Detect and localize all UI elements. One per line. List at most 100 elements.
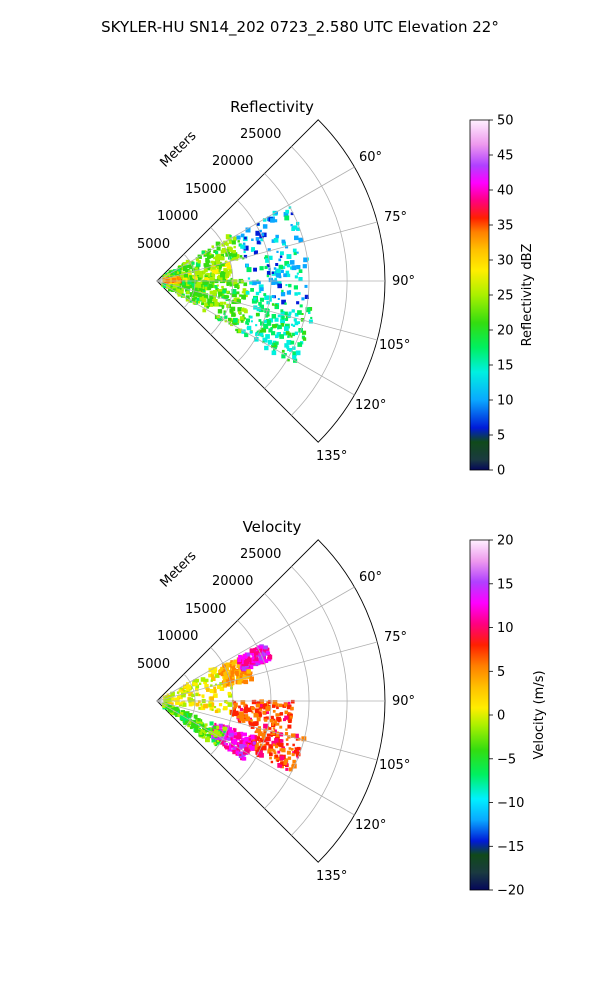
radar-cell: [197, 300, 201, 304]
radial-axis-label: Meters: [158, 548, 200, 590]
radar-cell: [281, 239, 286, 244]
radar-cell: [279, 755, 285, 761]
radar-cell: [284, 710, 289, 715]
colorbar-label: Velocity (m/s): [532, 670, 547, 759]
radar-cell: [179, 287, 184, 292]
radar-cell: [243, 703, 247, 708]
radar-cell: [227, 737, 231, 741]
radar-cell: [266, 264, 270, 268]
radar-cell: [215, 254, 219, 258]
radar-cell: [215, 735, 221, 741]
radar-cell: [270, 715, 274, 719]
radar-cell: [234, 713, 238, 717]
radar-cell: [265, 319, 270, 323]
radar-cell: [283, 212, 289, 217]
radar-cell: [235, 328, 238, 332]
radar-cell: [303, 257, 308, 263]
radar-cell: [268, 744, 274, 749]
radar-cell: [194, 267, 198, 271]
radar-cell: [217, 684, 222, 690]
radar-cell: [283, 353, 287, 356]
radar-cell: [280, 292, 286, 297]
radar-cell: [232, 252, 238, 258]
radar-cell: [225, 666, 229, 670]
radar-cell: [228, 240, 232, 244]
radar-cell: [234, 732, 238, 736]
radar-cell: [171, 270, 174, 273]
radar-cell: [244, 714, 249, 718]
radar-cell: [213, 731, 219, 737]
radar-cell: [285, 728, 288, 731]
radar-cell: [226, 283, 229, 286]
radar-cell: [225, 701, 229, 704]
radar-cell: [215, 288, 219, 292]
radar-cell: [207, 278, 210, 282]
radar-cell: [250, 320, 253, 323]
radar-cell: [273, 751, 277, 755]
radar-cell: [293, 318, 297, 322]
radar-cell: [278, 742, 282, 746]
theta-tick-label: 90°: [392, 694, 415, 709]
radar-cell: [293, 251, 297, 256]
radar-cell: [291, 764, 295, 769]
radar-cell: [257, 702, 263, 708]
radar-cell: [198, 682, 202, 685]
radar-cell: [239, 675, 243, 679]
radar-cell: [227, 691, 232, 696]
radar-cell: [219, 255, 224, 260]
radar-cell: [232, 712, 236, 716]
radar-cell: [226, 295, 230, 299]
theta-tick-label: 60°: [359, 150, 382, 165]
colorbar-tick-label: 20: [497, 324, 514, 339]
radar-cell: [245, 704, 248, 707]
radar-cell: [229, 248, 232, 251]
radar-cell: [177, 714, 181, 717]
reflectivity-data: [161, 206, 313, 363]
radar-cell: [211, 273, 215, 277]
radar-cell: [197, 700, 201, 703]
radar-cell: [280, 310, 285, 315]
radar-cell: [205, 737, 210, 743]
radar-cell: [236, 742, 240, 746]
radar-cell: [223, 312, 226, 315]
azimuth-spoke: [156, 280, 355, 396]
radar-cell: [290, 335, 293, 338]
radar-cell: [226, 264, 232, 270]
radar-cell: [236, 235, 241, 240]
radar-cell: [179, 715, 185, 720]
radar-cell: [271, 722, 275, 725]
radar-cell: [186, 684, 192, 690]
radar-cell: [205, 269, 208, 273]
radar-cell: [253, 250, 258, 255]
radar-cell: [208, 283, 214, 288]
radar-cell: [221, 285, 224, 289]
radar-cell: [209, 700, 212, 704]
radar-cell: [243, 679, 249, 685]
radar-cell: [189, 283, 192, 286]
radar-cell: [194, 296, 198, 300]
radar-cell: [289, 348, 293, 352]
radar-cell: [271, 295, 275, 298]
radar-cell: [295, 350, 301, 356]
radar-cell: [276, 743, 280, 747]
radar-cell: [223, 301, 227, 305]
radar-cell: [209, 706, 214, 711]
radar-cell: [225, 672, 229, 676]
r-tick-label: 25000: [240, 547, 281, 562]
radar-cell: [177, 286, 182, 291]
radar-cell: [285, 331, 290, 335]
radar-cell: [253, 297, 257, 301]
radar-cell: [179, 687, 185, 693]
radar-cell: [231, 676, 235, 680]
radar-cell: [246, 652, 251, 657]
radar-cell: [262, 710, 266, 715]
radar-cell: [282, 241, 286, 246]
radar-cell: [271, 271, 275, 274]
radar-cell: [246, 267, 252, 273]
radar-cell: [212, 689, 217, 694]
radar-cell: [275, 303, 278, 307]
radar-cell: [273, 267, 277, 270]
radar-cell: [223, 268, 228, 273]
colorbar-tick-label: −20: [497, 884, 524, 899]
radar-cell: [245, 318, 250, 323]
